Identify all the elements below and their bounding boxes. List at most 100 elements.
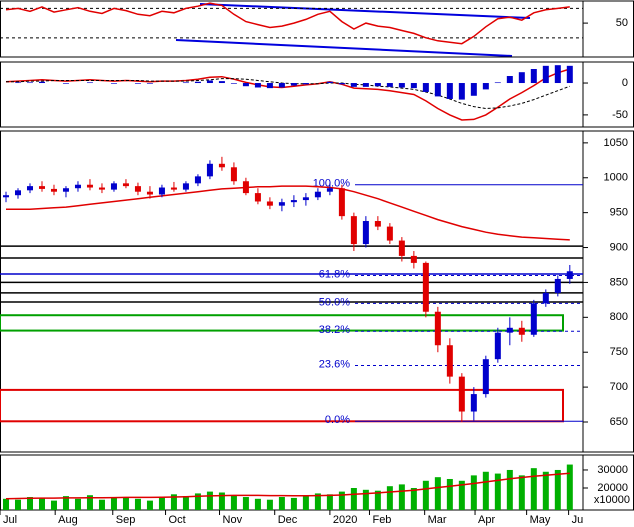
volume-bar xyxy=(134,498,141,510)
histogram-bar xyxy=(386,83,393,87)
y-tick-label: -50 xyxy=(612,109,628,121)
candle-body xyxy=(290,200,297,203)
signal-line xyxy=(6,78,570,110)
histogram-bar xyxy=(518,72,525,84)
volume-bar xyxy=(278,497,285,510)
volume-bar xyxy=(14,499,21,510)
volume-bar xyxy=(290,497,297,510)
histogram-bar xyxy=(398,83,405,88)
y-tick-label: 850 xyxy=(610,276,628,288)
y-tick-label: 650 xyxy=(610,416,628,428)
histogram-bar xyxy=(566,65,573,84)
candle-body xyxy=(554,278,561,293)
volume-bar xyxy=(218,492,225,510)
fib-label: 50.0% xyxy=(319,296,350,308)
x-tick-label: Apr xyxy=(478,514,495,526)
histogram-bar xyxy=(350,83,357,87)
fib-label: 23.6% xyxy=(319,358,350,370)
volume-bar xyxy=(86,495,93,510)
volume-bar xyxy=(38,497,45,510)
histogram-bar xyxy=(110,83,117,84)
candle-body xyxy=(62,188,69,192)
candle-body xyxy=(326,188,333,192)
candle-body xyxy=(494,332,501,360)
candle-body xyxy=(518,327,525,335)
histogram-bar xyxy=(206,80,213,84)
x-tick-label: Sep xyxy=(116,514,136,526)
histogram-bar xyxy=(422,83,429,92)
rsi-trendline xyxy=(175,39,513,57)
histogram-bar xyxy=(146,83,153,84)
histogram-bar xyxy=(38,81,45,84)
candle-body xyxy=(146,191,153,195)
volume-bar xyxy=(410,488,417,510)
fib-label: 61.8% xyxy=(319,268,350,280)
candle-body xyxy=(134,186,141,192)
volume-bar xyxy=(470,475,477,510)
histogram-bar xyxy=(458,83,465,100)
histogram-bar xyxy=(374,83,381,87)
candle-body xyxy=(362,221,369,245)
volume-bar xyxy=(338,491,345,510)
y-tick-label: 0 xyxy=(622,77,628,89)
y-tick-label: 1000 xyxy=(604,172,628,184)
histogram-bar xyxy=(554,65,561,84)
histogram-bar xyxy=(290,83,297,86)
y-tick-label: 50 xyxy=(616,17,628,29)
y-unit-label: x10000 xyxy=(594,494,630,506)
x-tick-label: Dec xyxy=(278,514,298,526)
x-tick-label: Jul xyxy=(3,514,17,526)
histogram-bar xyxy=(62,83,69,84)
x-tick-label: May xyxy=(530,514,551,526)
volume-bar xyxy=(350,488,357,510)
y-tick-label: 700 xyxy=(610,381,628,393)
histogram-bar xyxy=(218,81,225,84)
candle-body xyxy=(506,327,513,333)
volume-bar xyxy=(458,480,465,510)
volume-bar xyxy=(254,498,261,510)
volume-bar xyxy=(50,500,57,510)
volume-bar xyxy=(374,490,381,510)
candle-body xyxy=(434,311,441,346)
candle-body xyxy=(26,186,33,191)
candle-body xyxy=(542,292,549,304)
volume-bar xyxy=(170,494,177,510)
candle-body xyxy=(566,271,573,279)
y-tick-label: 1050 xyxy=(604,137,628,149)
volume-bar xyxy=(2,498,9,510)
candle-body xyxy=(158,187,165,195)
x-tick-label: Mar xyxy=(428,514,447,526)
histogram-bar xyxy=(230,83,237,84)
volume-bar xyxy=(98,499,105,510)
candle-body xyxy=(218,163,225,168)
x-tick-label: 2020 xyxy=(333,514,357,526)
histogram-bar xyxy=(194,81,201,84)
volume-bar xyxy=(194,493,201,510)
candle-body xyxy=(38,186,45,189)
histogram-bar xyxy=(14,82,21,84)
candle-body xyxy=(422,262,429,312)
volume-bar xyxy=(506,469,513,510)
volume-bar xyxy=(122,497,129,510)
volume-bar xyxy=(398,484,405,510)
volume-average xyxy=(5,472,570,500)
x-tick-label: Oct xyxy=(169,514,186,526)
y-tick-label: 900 xyxy=(610,241,628,253)
candle-body xyxy=(122,183,129,187)
volume-bar xyxy=(326,494,333,510)
histogram-bar xyxy=(410,83,417,89)
histogram-bar xyxy=(134,83,141,84)
histogram-bar xyxy=(434,83,441,97)
volume-bar xyxy=(110,497,117,510)
volume-bar xyxy=(146,500,153,510)
x-tick-label: Feb xyxy=(372,514,391,526)
volume-bar xyxy=(542,471,549,510)
candle-body xyxy=(98,187,105,190)
volume-bar xyxy=(314,493,321,510)
histogram-bar xyxy=(482,83,489,90)
candle-body xyxy=(338,188,345,217)
volume-bar xyxy=(386,486,393,510)
y-tick-label: 950 xyxy=(610,207,628,219)
